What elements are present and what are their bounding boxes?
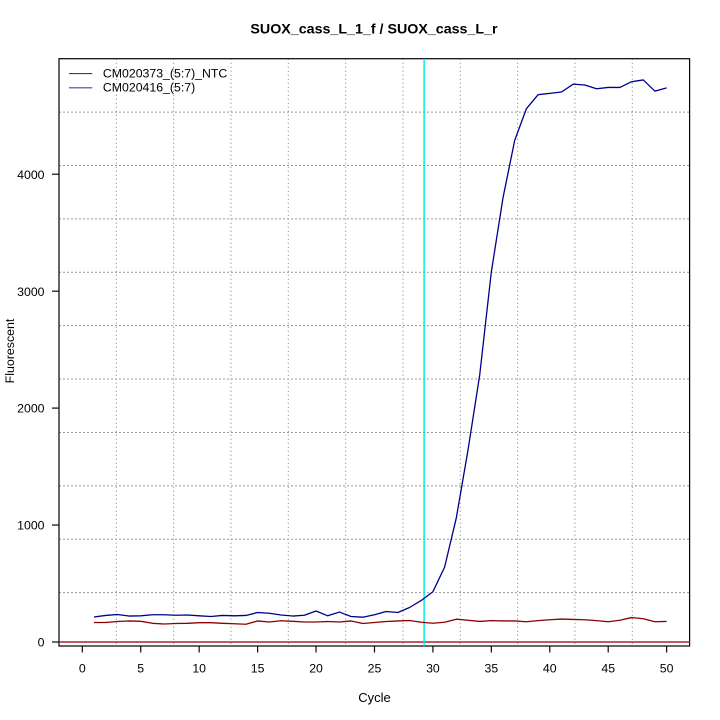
svg-text:40: 40 <box>543 662 557 676</box>
svg-text:0: 0 <box>38 636 45 650</box>
svg-text:0: 0 <box>79 662 86 676</box>
svg-text:45: 45 <box>601 662 615 676</box>
svg-text:CM020373_(5:7)_NTC: CM020373_(5:7)_NTC <box>103 66 228 80</box>
svg-text:15: 15 <box>251 662 265 676</box>
svg-text:4000: 4000 <box>17 168 45 182</box>
svg-text:10: 10 <box>192 662 206 676</box>
svg-text:30: 30 <box>426 662 440 676</box>
svg-text:35: 35 <box>484 662 498 676</box>
svg-text:20: 20 <box>309 662 323 676</box>
svg-text:3000: 3000 <box>17 285 45 299</box>
svg-text:SUOX_cass_L_1_f / SUOX_cass_L_: SUOX_cass_L_1_f / SUOX_cass_L_r <box>250 22 498 38</box>
svg-text:2000: 2000 <box>17 402 45 416</box>
svg-text:5: 5 <box>137 662 144 676</box>
svg-text:CM020416_(5:7): CM020416_(5:7) <box>103 81 195 95</box>
svg-text:Fluorescent: Fluorescent <box>3 318 17 383</box>
svg-text:Cycle: Cycle <box>358 690 391 705</box>
svg-text:50: 50 <box>660 662 674 676</box>
svg-text:25: 25 <box>368 662 382 676</box>
svg-text:1000: 1000 <box>17 519 45 533</box>
